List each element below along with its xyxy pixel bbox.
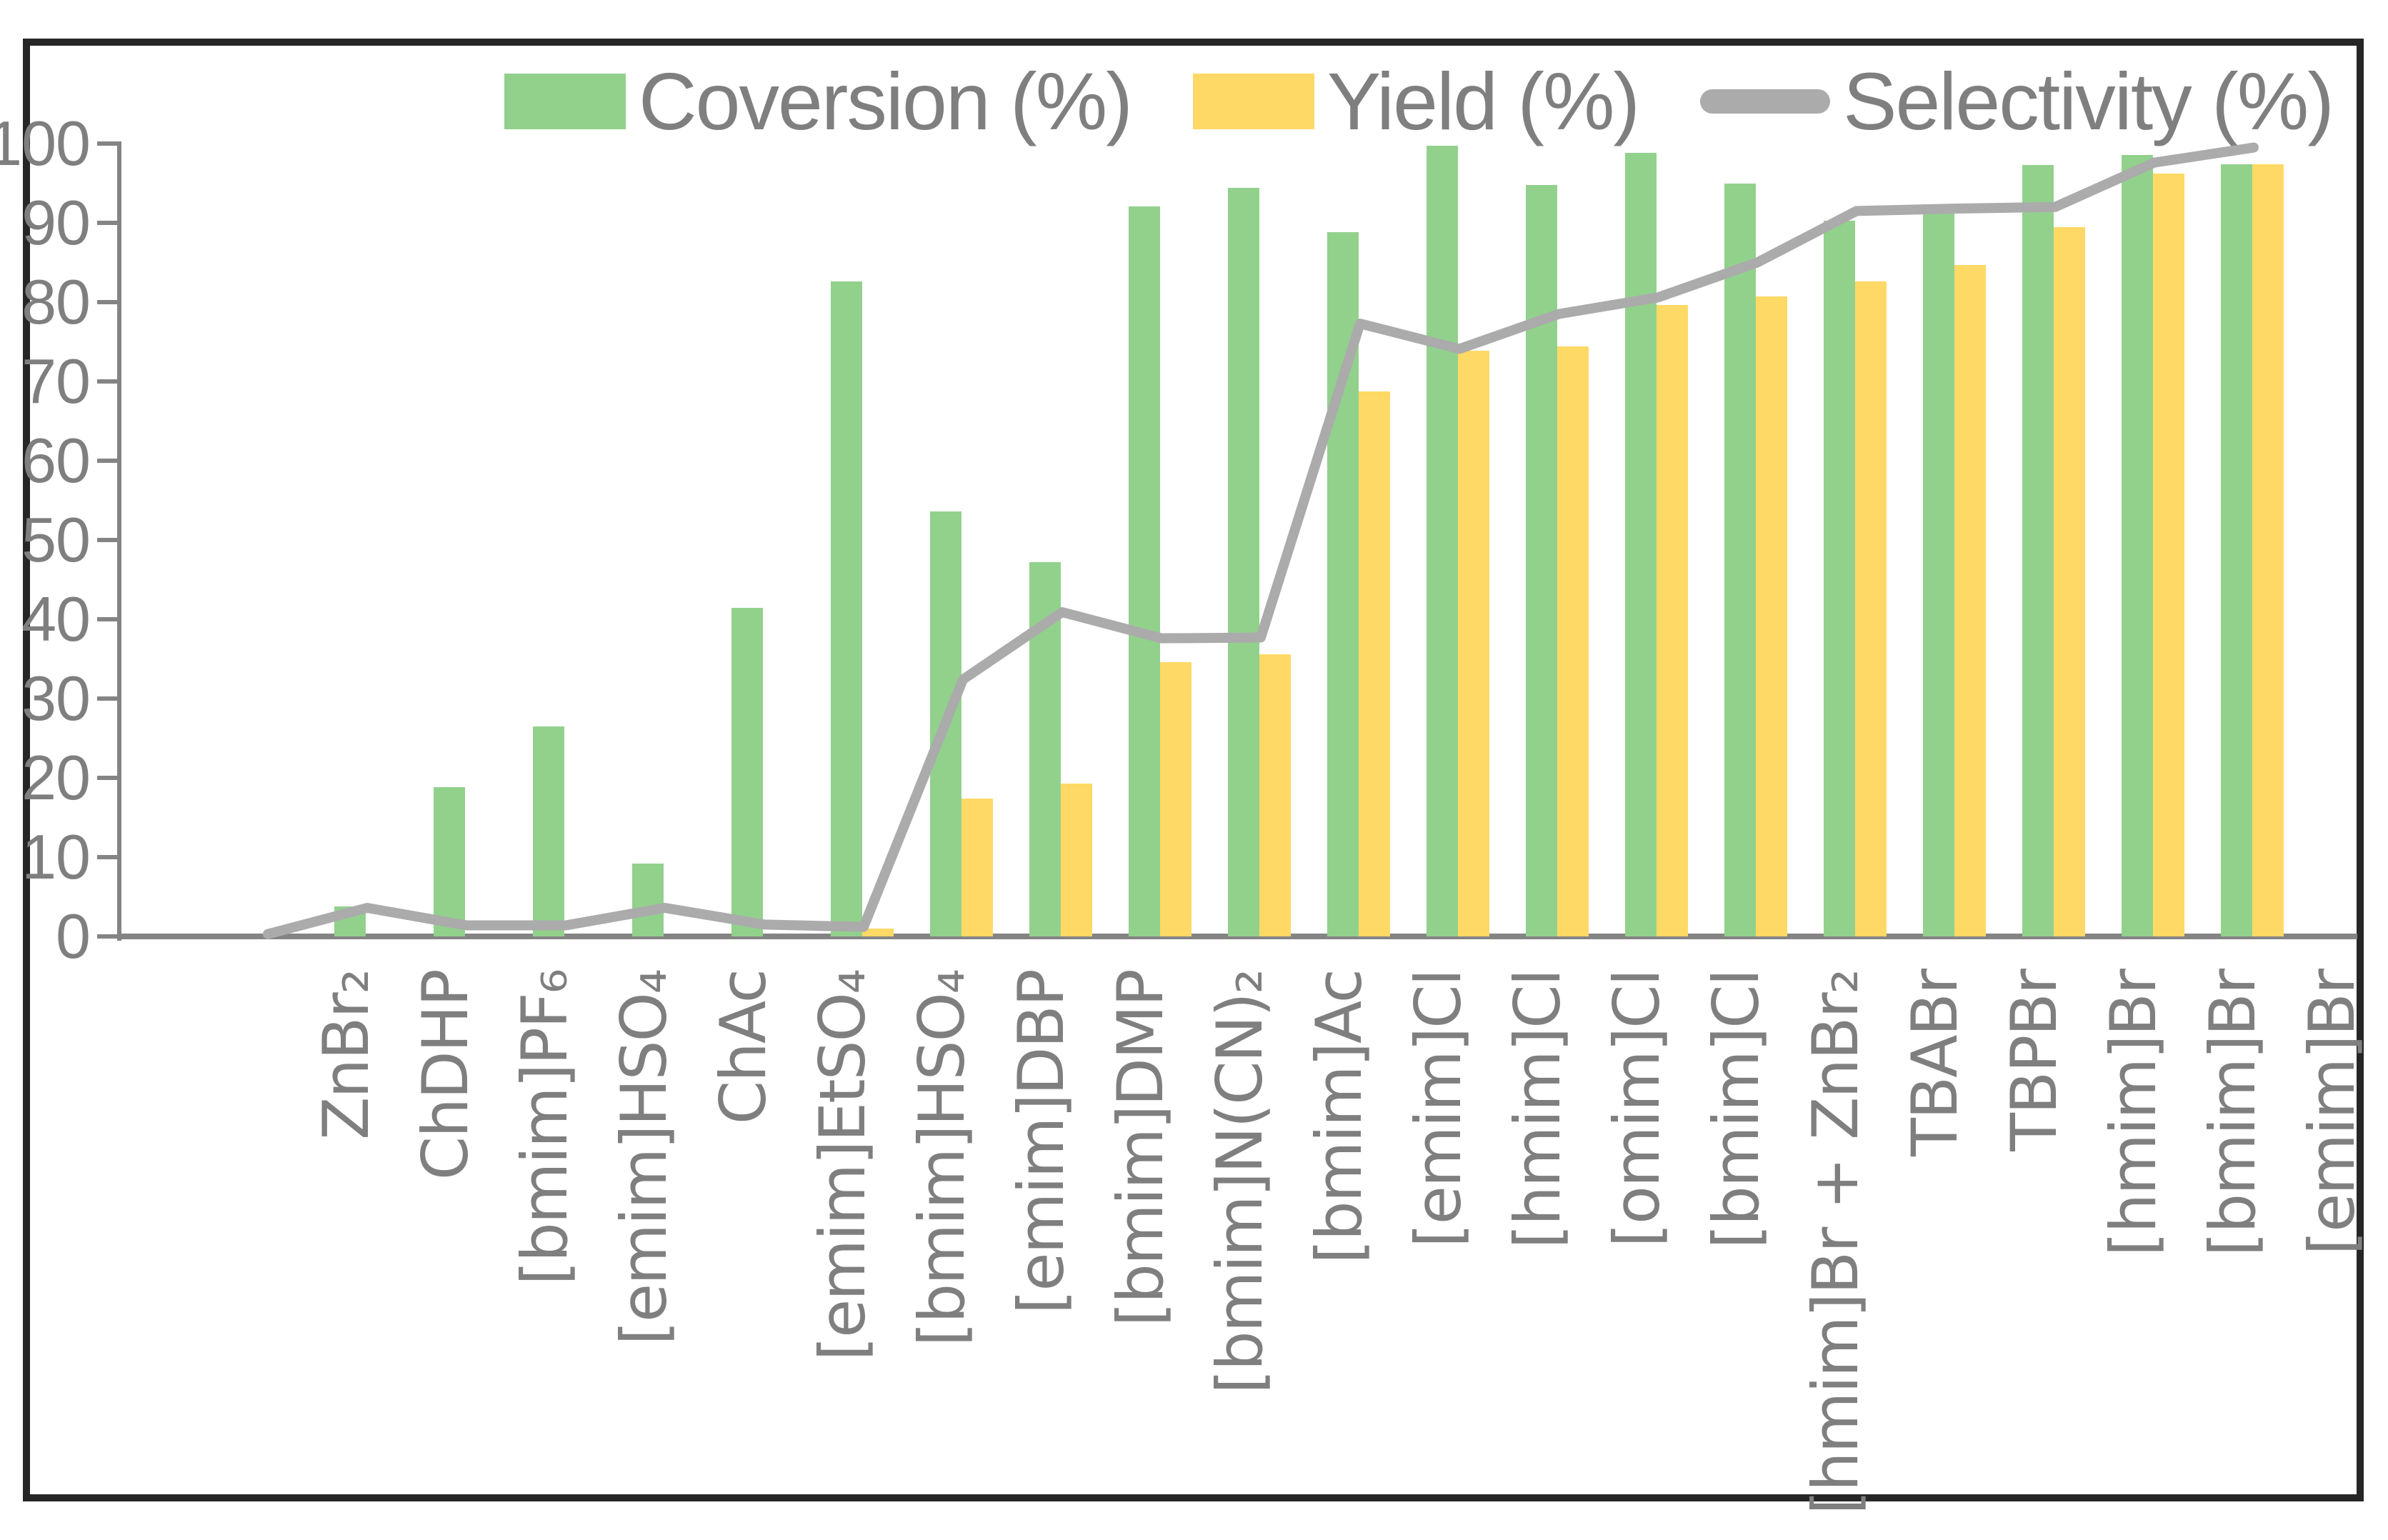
x-category-label: [hmim]Br + ZnBr₂	[1799, 970, 1872, 1515]
selectivity-line-icon	[1700, 89, 1831, 114]
y-tick-label: 50	[21, 504, 91, 575]
x-category-label: [bmim]Br	[2196, 970, 2269, 1256]
y-tick-label: 70	[21, 346, 91, 416]
x-category-label: [hmim]Cl	[1501, 970, 1574, 1249]
x-category-label: [bmim]Cl	[1699, 970, 1773, 1249]
legend-label-yield: Yield (%)	[1327, 56, 1640, 146]
x-category-label: [hmim]Br	[2097, 970, 2170, 1256]
x-category-label: [emim]DBP	[1004, 970, 1078, 1314]
y-tick	[97, 221, 120, 225]
x-category-label: [omim]Cl	[1600, 970, 1674, 1248]
legend-item-selectivity: Selectivity (%)	[1700, 56, 2334, 146]
bar-yield	[1954, 264, 1986, 936]
bar-yield	[2153, 174, 2184, 936]
conversion-swatch-icon	[504, 74, 626, 129]
x-category-label: [bmim]DMP	[1104, 970, 1177, 1327]
y-tick	[97, 379, 120, 384]
bar-conversion	[831, 281, 862, 936]
y-tick-label: 20	[21, 742, 91, 813]
y-tick-label: 10	[21, 821, 91, 892]
x-category-label: [emim]Cl	[1402, 970, 1475, 1248]
x-category-label: TBABr	[1898, 970, 1972, 1156]
legend-item-yield: Yield (%)	[1192, 56, 1640, 146]
bar-yield	[1855, 281, 1887, 936]
bar-conversion	[1228, 188, 1259, 936]
bar-yield	[2054, 226, 2085, 936]
bar-yield	[1259, 654, 1291, 936]
y-tick	[97, 300, 120, 304]
legend-item-conversion: Coversion (%)	[504, 56, 1133, 146]
x-category-label: [bmim]PF₆	[508, 970, 581, 1286]
y-tick	[97, 459, 120, 463]
bar-conversion	[2122, 154, 2153, 936]
bar-yield	[1458, 350, 1489, 936]
bar-conversion	[1427, 146, 1458, 936]
x-category-label: ZnBr₂	[309, 970, 383, 1140]
x-category-label: [emim]HSO₄	[607, 970, 681, 1346]
bar-conversion	[1327, 232, 1359, 936]
y-tick-label: 0	[56, 901, 91, 971]
x-category-label: [emim]Br	[2295, 970, 2369, 1256]
y-tick	[97, 538, 120, 542]
legend: Coversion (%) Yield (%) Selectivity (%)	[504, 56, 2334, 146]
bar-conversion	[632, 863, 664, 936]
bar-yield	[1359, 391, 1390, 936]
y-tick	[97, 776, 120, 780]
x-category-label: [emim]EtSO₄	[806, 970, 879, 1361]
bar-yield	[961, 798, 993, 936]
figure-border	[23, 39, 2364, 1501]
bar-conversion	[1625, 153, 1657, 936]
bar-conversion	[2221, 164, 2252, 936]
y-tick	[97, 617, 120, 621]
bar-yield	[1061, 783, 1092, 936]
bar-conversion	[1923, 204, 1954, 936]
y-tick	[97, 696, 120, 701]
bar-yield	[1160, 661, 1191, 936]
y-tick-label: 90	[21, 187, 91, 258]
x-category-label: TBPBr	[1997, 970, 2071, 1151]
bar-yield	[862, 928, 894, 936]
bar-conversion	[1724, 183, 1756, 936]
bar-yield	[1657, 305, 1688, 936]
y-tick	[97, 141, 120, 146]
bar-conversion	[2022, 164, 2054, 936]
bar-conversion	[334, 906, 366, 936]
legend-label-conversion: Coversion (%)	[639, 56, 1133, 146]
bar-yield	[1557, 346, 1589, 936]
bar-conversion	[1029, 562, 1061, 936]
x-category-label: [bmim]N(CN)₂	[1203, 970, 1277, 1394]
bar-conversion	[533, 726, 564, 936]
y-tick-label: 40	[21, 584, 91, 654]
yield-swatch-icon	[1192, 74, 1314, 129]
y-tick-label: 30	[21, 663, 91, 734]
bar-conversion	[434, 787, 465, 936]
bar-yield	[1756, 296, 1787, 936]
y-tick	[97, 855, 120, 859]
bar-conversion	[1526, 184, 1557, 936]
y-tick-label: 60	[21, 425, 91, 496]
x-category-label: ChDHP	[409, 970, 482, 1181]
y-tick-label: 100	[0, 108, 91, 179]
x-category-label: ChAc	[706, 970, 780, 1125]
legend-label-selectivity: Selectivity (%)	[1843, 56, 2334, 146]
bar-yield	[2252, 164, 2284, 936]
y-tick-label: 80	[21, 266, 91, 337]
bar-conversion	[1129, 206, 1160, 936]
x-category-label: [bmim]Ac	[1302, 970, 1376, 1264]
y-tick	[97, 934, 120, 939]
x-category-label: [bmim]HSO₄	[905, 970, 979, 1346]
bar-conversion	[1824, 220, 1855, 936]
bar-conversion	[731, 608, 763, 936]
bar-conversion	[930, 511, 961, 936]
